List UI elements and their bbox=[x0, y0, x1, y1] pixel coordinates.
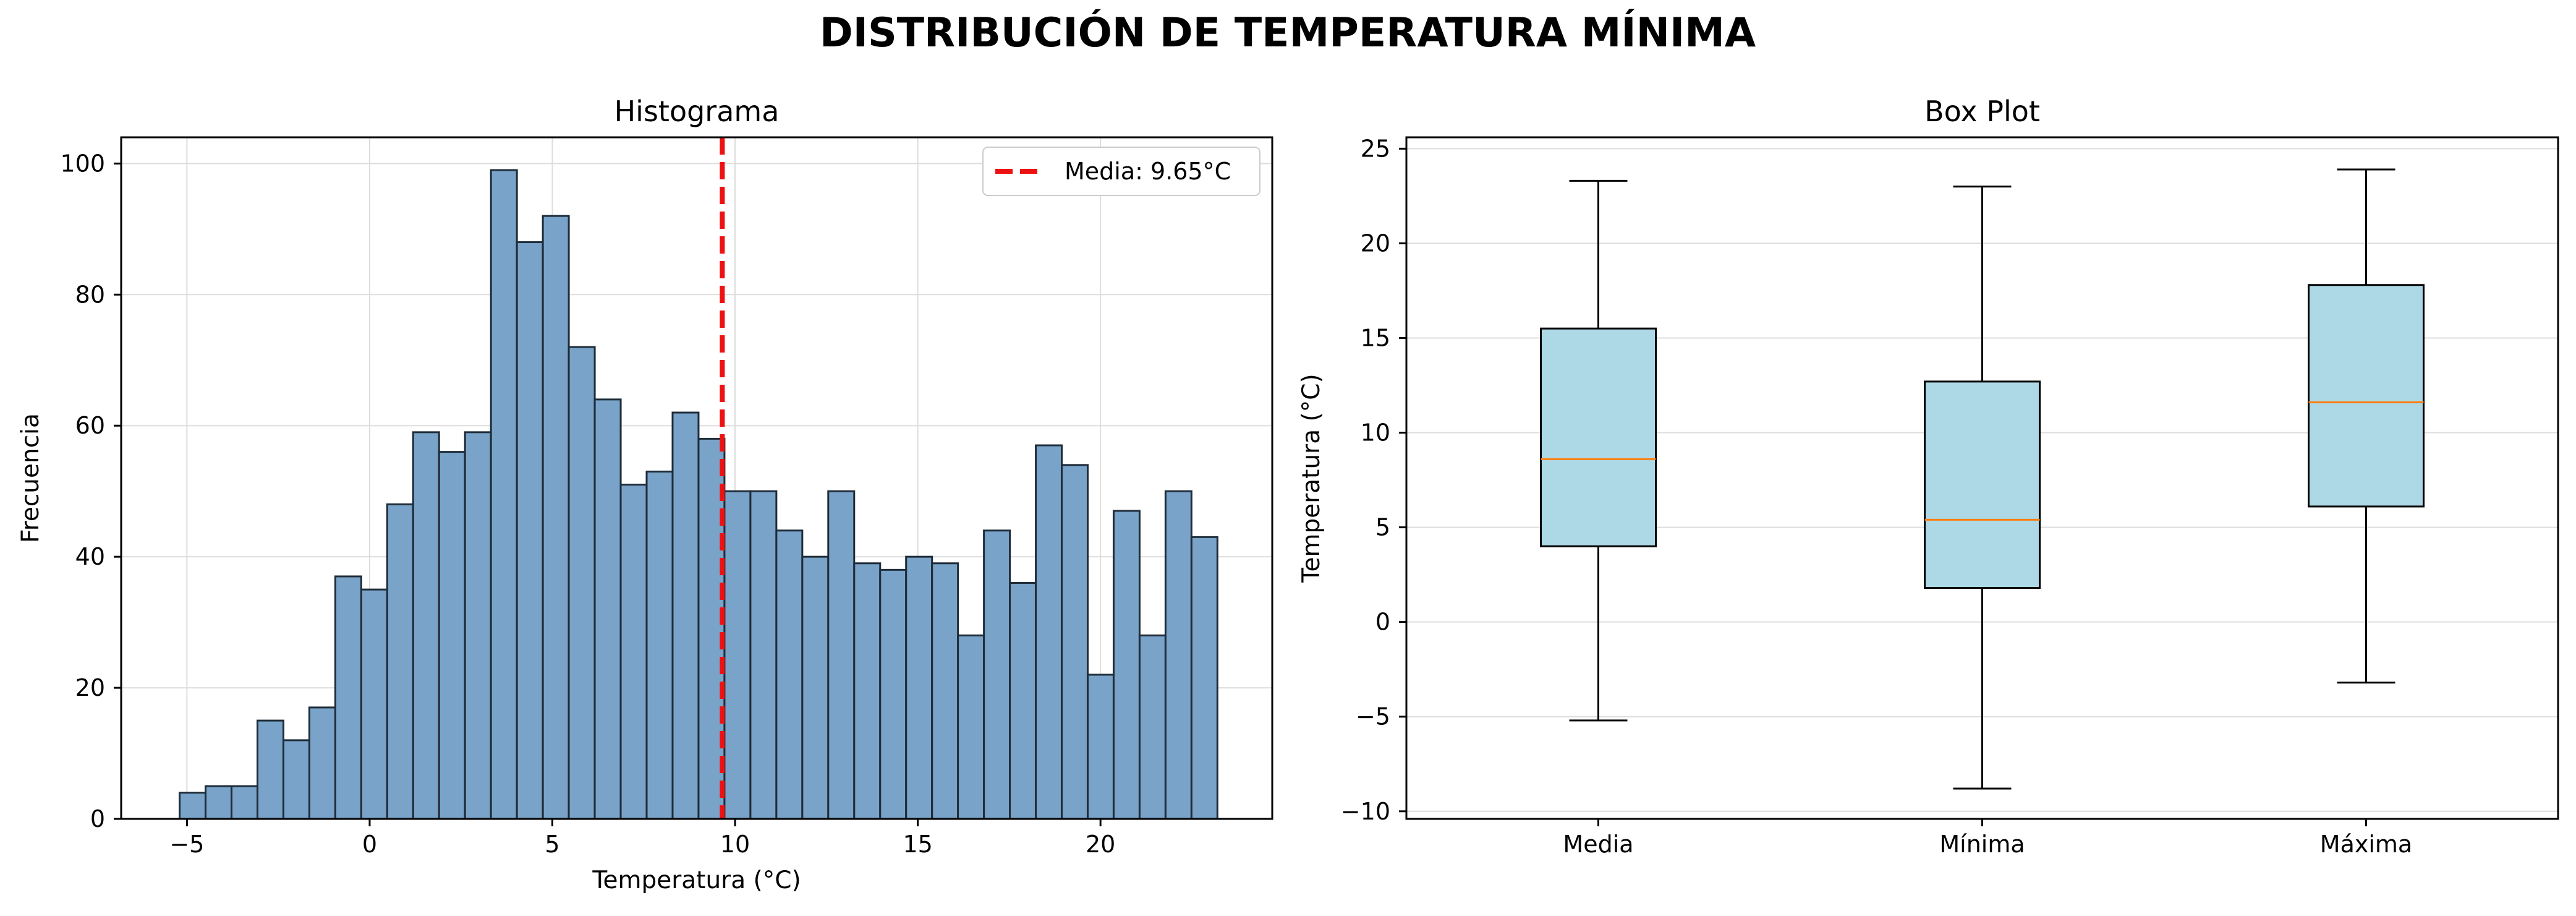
histogram-bar bbox=[412, 431, 440, 820]
histogram-bar bbox=[179, 792, 207, 820]
histogram-y-tick-label: 60 bbox=[75, 412, 105, 439]
histogram-bar bbox=[205, 785, 233, 820]
boxplot-y-tick-label: 20 bbox=[1361, 229, 1390, 257]
legend-mean-label: Media: 9.65°C bbox=[1065, 158, 1231, 185]
histogram-bar bbox=[671, 411, 700, 820]
boxplot-y-tick-label: 5 bbox=[1375, 514, 1390, 541]
histogram-axes-frame bbox=[120, 136, 1273, 820]
histogram-y-tick-label: 100 bbox=[60, 150, 105, 177]
histogram-bar bbox=[516, 241, 544, 820]
histogram-bar bbox=[334, 575, 362, 820]
histogram-x-tick-label: 10 bbox=[720, 831, 750, 858]
histogram-x-tick-label: 5 bbox=[545, 831, 559, 858]
boxplot-y-tick-label: −5 bbox=[1356, 703, 1390, 730]
histogram-y-tick-label: 40 bbox=[75, 543, 105, 570]
boxplot-y-tick-label: 10 bbox=[1361, 419, 1390, 447]
boxplot-panel: Media Mínima Máxima −10 −5 0 5 10 15 20 25 Box Plo… bbox=[1298, 95, 2559, 858]
histogram-y-tick-label: 20 bbox=[75, 674, 105, 701]
boxplot-y-axis-label: Temperatura (°C) bbox=[1298, 374, 1325, 583]
boxplot-box bbox=[1924, 380, 2041, 589]
histogram-bar bbox=[1061, 464, 1089, 820]
histogram-bar bbox=[490, 169, 518, 820]
histogram-bar bbox=[645, 470, 674, 820]
histogram-bar bbox=[438, 451, 466, 820]
histogram-bar bbox=[256, 719, 284, 820]
boxplot-box bbox=[2308, 284, 2425, 508]
histogram-y-tick-label: 0 bbox=[90, 805, 105, 833]
histogram-bar bbox=[1138, 634, 1167, 820]
histogram-bar bbox=[879, 568, 908, 820]
histogram-bar bbox=[231, 785, 258, 820]
histogram-bar bbox=[1086, 674, 1115, 820]
boxplot-y-tick-label: −10 bbox=[1341, 798, 1390, 825]
boxplot-y-tick-label: 0 bbox=[1375, 609, 1390, 636]
histogram-legend: Media: 9.65°C bbox=[982, 147, 1260, 196]
histogram-bar bbox=[931, 562, 959, 820]
histogram-y-axis-label: Frecuencia bbox=[17, 413, 45, 543]
histogram-bar bbox=[282, 739, 310, 820]
histogram-y-tick-label: 80 bbox=[75, 281, 105, 308]
boxplot-boxes bbox=[1540, 168, 2425, 790]
histogram-bar bbox=[827, 490, 856, 820]
legend-box bbox=[982, 147, 1260, 196]
boxplot-y-tick-label: 15 bbox=[1361, 324, 1390, 351]
histogram-bar bbox=[308, 706, 336, 820]
histogram-bar bbox=[542, 215, 570, 820]
histogram-x-tick-label: 20 bbox=[1086, 831, 1115, 858]
histogram-ticks: −5 0 5 10 15 20 0 20 40 60 80 100 bbox=[60, 150, 1115, 858]
histogram-bar bbox=[1164, 490, 1192, 820]
histogram-x-tick-label: 0 bbox=[362, 831, 377, 858]
histogram-bar bbox=[853, 562, 882, 820]
boxplot-title: Box Plot bbox=[1924, 95, 2040, 128]
boxplot-y-tick-label: 25 bbox=[1361, 135, 1390, 162]
histogram-bar bbox=[697, 437, 726, 820]
histogram-panel: −5 0 5 10 15 20 0 20 40 60 80 100 Histograma Temper… bbox=[17, 95, 1273, 894]
boxplot-x-tick-label: Mínima bbox=[1939, 831, 2025, 858]
histogram-bar bbox=[1009, 582, 1037, 820]
histogram-bar bbox=[593, 398, 622, 820]
boxplot-x-tick-label: Máxima bbox=[2320, 831, 2412, 858]
histogram-x-axis-label: Temperatura (°C) bbox=[592, 867, 801, 894]
histogram-bar bbox=[905, 555, 933, 820]
histogram-bar bbox=[464, 431, 492, 820]
histogram-bar bbox=[1035, 444, 1063, 820]
histogram-x-tick-label: −5 bbox=[169, 831, 204, 858]
histogram-bar bbox=[619, 484, 648, 820]
histogram-bar bbox=[386, 503, 414, 820]
histogram-bar bbox=[1190, 536, 1218, 820]
histogram-bar bbox=[567, 346, 596, 820]
histogram-bar bbox=[360, 588, 388, 820]
histogram-bar bbox=[1112, 510, 1141, 820]
histogram-bar bbox=[801, 555, 830, 820]
boxplot-ticks: Media Mínima Máxima −10 −5 0 5 10 15 20 25 bbox=[1341, 135, 2412, 858]
histogram-title: Histograma bbox=[614, 95, 780, 128]
histogram-x-tick-label: 15 bbox=[903, 831, 932, 858]
histogram-bar bbox=[983, 529, 1011, 820]
boxplot-x-tick-label: Media bbox=[1563, 831, 1633, 858]
boxplot-box bbox=[1540, 327, 1657, 547]
histogram-bar bbox=[957, 634, 985, 820]
histogram-bar bbox=[749, 490, 778, 820]
histogram-bars bbox=[179, 169, 1218, 820]
histogram-bar bbox=[775, 529, 804, 820]
figure-suptitle: DISTRIBUCIÓN DE TEMPERATURA MÍNIMA bbox=[820, 8, 1756, 56]
histogram-bar bbox=[723, 490, 752, 820]
